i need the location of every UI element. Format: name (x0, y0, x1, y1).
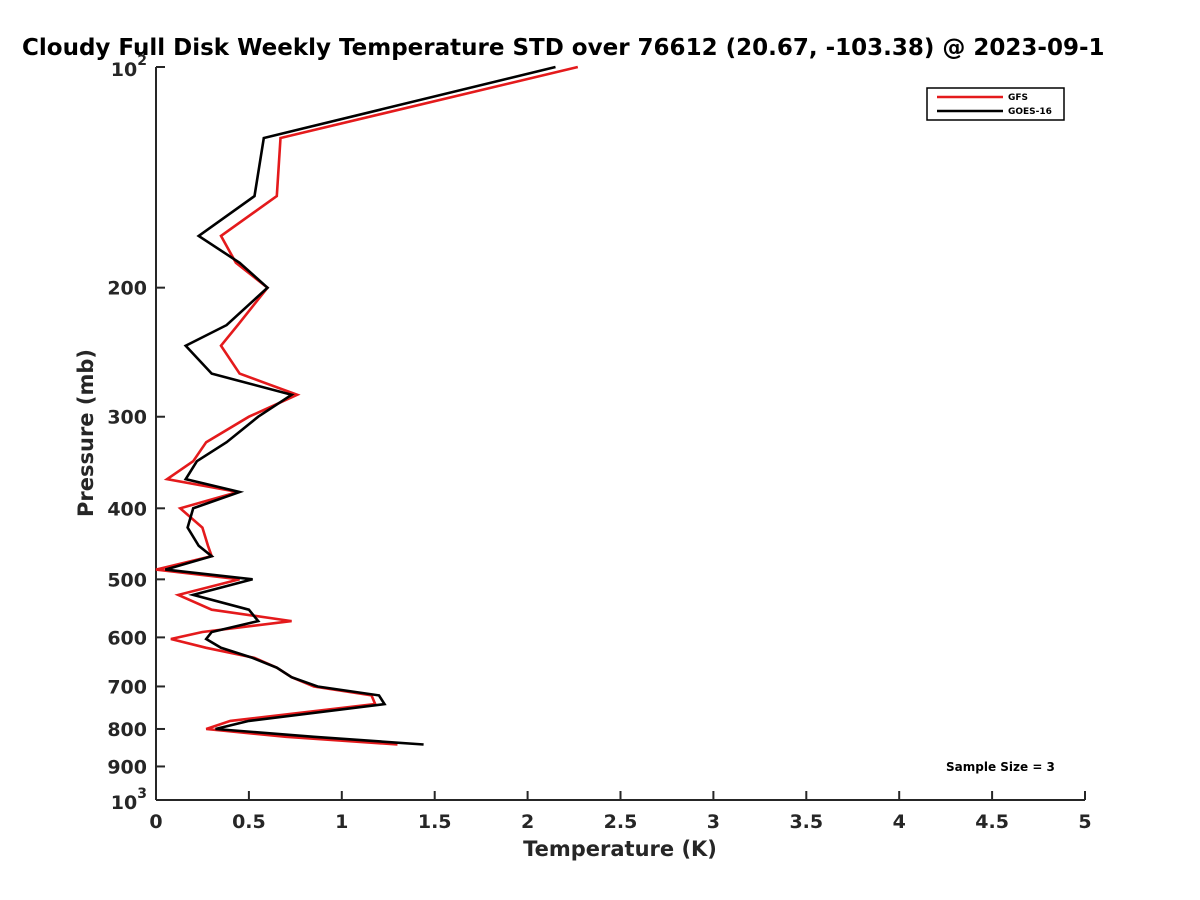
x-tick-label: 2.5 (604, 811, 638, 833)
chart-title: Cloudy Full Disk Weekly Temperature STD … (22, 35, 1105, 61)
x-tick-label: 1.5 (418, 811, 452, 833)
x-tick-label: 1 (335, 811, 348, 833)
x-tick-label: 5 (1078, 811, 1091, 833)
x-tick-label: 0 (149, 811, 162, 833)
x-tick-label: 4 (893, 811, 906, 833)
series-layer (155, 65, 579, 746)
x-axis-label: Temperature (K) (523, 837, 717, 861)
x-tick-label: 3.5 (789, 811, 823, 833)
x-tick-label: 3 (707, 811, 720, 833)
legend: GFS GOES-16 (926, 87, 1065, 121)
x-tick-label: 2 (521, 811, 534, 833)
x-tick-label: 0.5 (232, 811, 266, 833)
legend-entry: GOES-16 (1008, 107, 1052, 117)
y-tick-label: 102 (111, 53, 147, 81)
y-tick-label: 900 (107, 756, 147, 778)
legend-entry: GFS (1008, 93, 1028, 103)
x-tick-label: 4.5 (975, 811, 1009, 833)
axes: 0 0.5 1 1.5 2 2.5 3 3.5 4 4.5 5 102 200 300 400 500 600 7… (107, 53, 1091, 833)
y-tick-label: 500 (107, 569, 147, 591)
y-tick-label: 700 (107, 676, 147, 698)
y-tick-label: 800 (107, 719, 147, 741)
y-tick-label: 200 (107, 278, 147, 300)
legend-box (926, 87, 1065, 121)
y-tick-label: 400 (107, 498, 147, 520)
sample-size-annotation: Sample Size = 3 (946, 760, 1055, 774)
y-axis-label: Pressure (mb) (74, 349, 98, 517)
y-tick-label: 600 (107, 627, 147, 649)
y-tick-label: 300 (107, 407, 147, 429)
y-tick-label: 103 (111, 786, 147, 814)
series-line-goes-16 (164, 65, 556, 746)
